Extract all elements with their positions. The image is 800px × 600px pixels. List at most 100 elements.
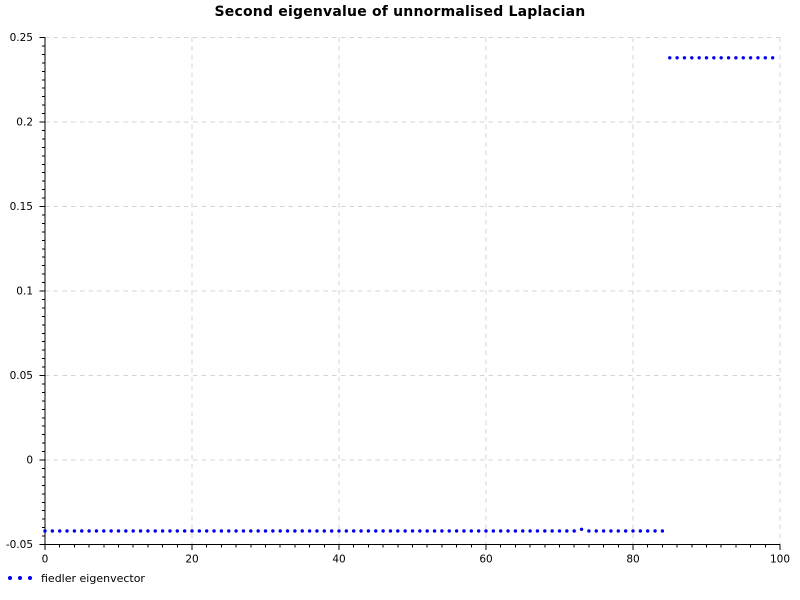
y-tick-label: 0.15 <box>10 201 33 213</box>
data-point <box>690 56 694 60</box>
y-tick-label: 0.05 <box>10 370 33 382</box>
data-point <box>638 529 643 533</box>
data-point <box>153 529 157 533</box>
data-point <box>87 529 91 533</box>
data-point <box>646 529 650 533</box>
data-point <box>322 529 326 533</box>
data-point <box>109 529 113 533</box>
data-point <box>454 529 459 533</box>
data-point <box>587 529 591 533</box>
data-point <box>513 529 518 533</box>
data-point <box>227 529 231 533</box>
x-tick-label: 100 <box>770 554 790 566</box>
data-point <box>469 529 473 533</box>
data-point <box>528 529 532 533</box>
data-point <box>440 529 444 533</box>
x-tick-label: 20 <box>185 554 198 566</box>
data-point <box>271 529 275 533</box>
data-point <box>329 529 334 533</box>
data-point <box>249 529 253 533</box>
x-tick-label: 80 <box>626 554 639 566</box>
data-point <box>601 529 606 533</box>
legend-marker-dot <box>18 576 22 580</box>
data-point <box>660 529 665 533</box>
data-point <box>550 529 554 533</box>
legend-marker-dot <box>28 576 32 580</box>
data-point <box>80 529 84 533</box>
x-tick-label: 60 <box>479 554 492 566</box>
data-point <box>234 529 238 533</box>
data-point <box>72 529 77 533</box>
data-point <box>131 529 135 533</box>
y-tick-label: 0.2 <box>16 117 33 129</box>
data-point <box>65 529 69 533</box>
data-point <box>609 529 613 533</box>
data-point <box>579 527 584 531</box>
data-point <box>572 529 576 533</box>
data-point <box>741 56 745 60</box>
data-point <box>263 529 268 533</box>
y-tick-label: 0.1 <box>16 286 33 298</box>
data-point <box>138 529 143 533</box>
x-tick-label: 40 <box>332 554 345 566</box>
data-point <box>344 529 349 533</box>
data-point <box>631 529 635 533</box>
data-point <box>447 529 451 533</box>
data-point <box>543 529 547 533</box>
data-point <box>197 529 202 533</box>
data-point <box>374 529 378 533</box>
data-point <box>300 529 304 533</box>
data-point <box>219 529 224 533</box>
data-point <box>381 529 385 533</box>
data-point <box>116 529 121 533</box>
data-point <box>50 529 55 533</box>
data-point <box>499 529 503 533</box>
chart-title: Second eigenvalue of unnormalised Laplac… <box>214 4 586 20</box>
data-point <box>337 529 341 533</box>
data-point <box>565 529 569 533</box>
data-point <box>763 56 767 60</box>
data-point <box>704 56 709 60</box>
data-point <box>212 529 216 533</box>
data-point <box>726 56 731 60</box>
y-tick-label: -0.05 <box>6 539 33 551</box>
data-point <box>734 56 738 60</box>
data-point <box>403 529 407 533</box>
data-point <box>293 529 297 533</box>
data-point <box>462 529 466 533</box>
data-point <box>241 529 246 533</box>
y-tick-label: 0.25 <box>10 32 33 44</box>
data-point <box>521 529 525 533</box>
data-point <box>770 56 775 60</box>
legend-marker-dot <box>8 576 12 580</box>
data-point <box>557 529 562 533</box>
data-point <box>256 529 260 533</box>
data-point <box>205 529 209 533</box>
data-point <box>697 56 701 60</box>
data-point <box>506 529 510 533</box>
data-point <box>432 529 437 533</box>
data-point <box>58 529 62 533</box>
data-point <box>535 529 540 533</box>
data-point <box>594 529 598 533</box>
data-point <box>307 529 312 533</box>
data-point <box>623 529 628 533</box>
data-point <box>160 529 165 533</box>
data-point <box>616 529 620 533</box>
data-point <box>410 529 415 533</box>
data-point <box>388 529 393 533</box>
data-point <box>285 529 290 533</box>
data-point <box>124 529 128 533</box>
data-point <box>675 56 679 60</box>
data-point <box>484 529 488 533</box>
legend: fiedler eigenvector <box>8 571 145 585</box>
data-point <box>396 529 400 533</box>
data-point <box>352 529 356 533</box>
data-point <box>182 529 187 533</box>
data-point <box>190 529 194 533</box>
data-point <box>315 529 319 533</box>
data-point <box>102 529 106 533</box>
x-tick-label: 0 <box>42 554 49 566</box>
